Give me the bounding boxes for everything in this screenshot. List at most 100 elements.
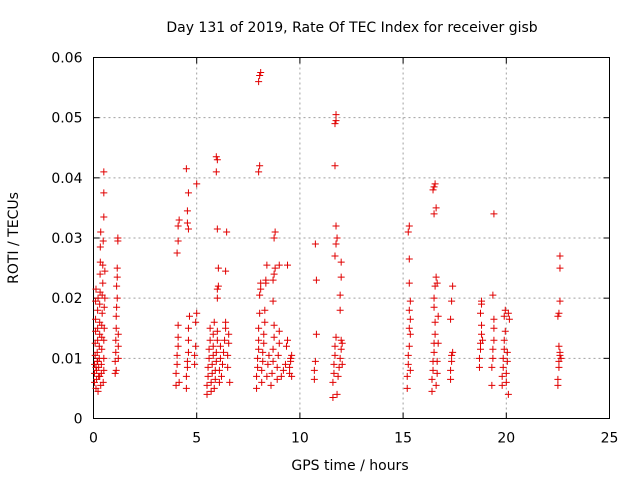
- data-point: [174, 321, 182, 329]
- data-point: [270, 333, 278, 341]
- data-point: [207, 378, 215, 386]
- data-point: [209, 342, 217, 350]
- data-point: [479, 336, 487, 344]
- data-point: [286, 363, 294, 371]
- data-point: [429, 366, 437, 374]
- data-point: [263, 261, 271, 269]
- data-point: [97, 360, 105, 368]
- data-point: [97, 228, 105, 236]
- data-point: [184, 225, 192, 233]
- data-point: [405, 255, 413, 263]
- data-point: [556, 348, 564, 356]
- data-point: [261, 306, 269, 314]
- data-point: [209, 351, 217, 359]
- data-point: [477, 309, 484, 317]
- data-point: [213, 156, 221, 164]
- x-tick-label: 15: [394, 431, 412, 447]
- data-point: [183, 207, 191, 215]
- data-point: [270, 321, 278, 329]
- y-tick-label: 0.03: [51, 231, 82, 247]
- data-point: [257, 285, 265, 293]
- data-point: [92, 315, 100, 323]
- data-point: [555, 309, 563, 317]
- data-point: [334, 372, 342, 380]
- data-point: [268, 369, 276, 377]
- data-point: [203, 390, 211, 398]
- data-point: [555, 363, 563, 371]
- data-point: [405, 306, 413, 314]
- data-point: [100, 303, 108, 311]
- data-point: [112, 312, 120, 320]
- data-point: [338, 339, 346, 347]
- data-point: [406, 315, 414, 323]
- data-point: [226, 378, 234, 386]
- data-point: [254, 363, 262, 371]
- data-point: [219, 360, 226, 368]
- data-point: [111, 357, 119, 365]
- data-point: [475, 363, 483, 371]
- y-tick-label: 0.04: [51, 171, 82, 187]
- data-point: [215, 366, 223, 374]
- data-point: [488, 363, 496, 371]
- data-point: [331, 342, 339, 350]
- data-point: [255, 168, 263, 176]
- data-point: [337, 258, 345, 266]
- data-point: [225, 339, 233, 347]
- data-point: [259, 348, 267, 356]
- data-point: [100, 189, 108, 197]
- data-point: [253, 372, 261, 380]
- data-point: [333, 390, 341, 398]
- data-point: [98, 309, 106, 317]
- data-point: [332, 240, 340, 248]
- data-point: [113, 273, 121, 281]
- data-point: [335, 363, 343, 371]
- data-point: [99, 378, 107, 386]
- data-point: [100, 324, 108, 332]
- data-point: [556, 264, 564, 272]
- data-point: [429, 186, 437, 194]
- data-point: [405, 279, 413, 287]
- data-point: [101, 294, 109, 302]
- data-point: [337, 345, 345, 353]
- data-point: [405, 324, 413, 332]
- data-point: [262, 276, 270, 284]
- data-point: [175, 378, 183, 386]
- data-point: [447, 315, 455, 323]
- data-point: [270, 234, 278, 242]
- data-point: [277, 372, 285, 380]
- data-point: [331, 162, 339, 170]
- data-point: [288, 372, 296, 380]
- data-point: [100, 336, 108, 344]
- data-point: [113, 282, 121, 290]
- data-point: [184, 324, 192, 332]
- data-point: [253, 384, 261, 392]
- data-point: [284, 336, 292, 344]
- data-point: [204, 372, 212, 380]
- data-point: [490, 210, 498, 218]
- data-point: [504, 309, 512, 317]
- data-point: [185, 312, 193, 320]
- data-point: [207, 387, 215, 395]
- data-point: [406, 330, 414, 338]
- data-point: [310, 366, 318, 374]
- data-point: [269, 357, 277, 365]
- data-point: [210, 384, 218, 392]
- data-point: [502, 378, 510, 386]
- data-point: [254, 354, 262, 362]
- x-tick-label: 10: [291, 431, 309, 447]
- data-point: [191, 351, 199, 359]
- data-point: [554, 381, 562, 389]
- data-point: [404, 351, 412, 359]
- data-point: [256, 72, 264, 80]
- data-point: [275, 327, 283, 335]
- data-point: [210, 318, 218, 326]
- data-point: [330, 369, 338, 377]
- data-point: [256, 162, 264, 170]
- data-point: [329, 378, 337, 386]
- data-point: [204, 363, 212, 371]
- data-point: [174, 237, 182, 245]
- data-point: [93, 348, 101, 356]
- data-point: [500, 312, 508, 320]
- data-point: [282, 342, 290, 350]
- data-point: [255, 345, 263, 353]
